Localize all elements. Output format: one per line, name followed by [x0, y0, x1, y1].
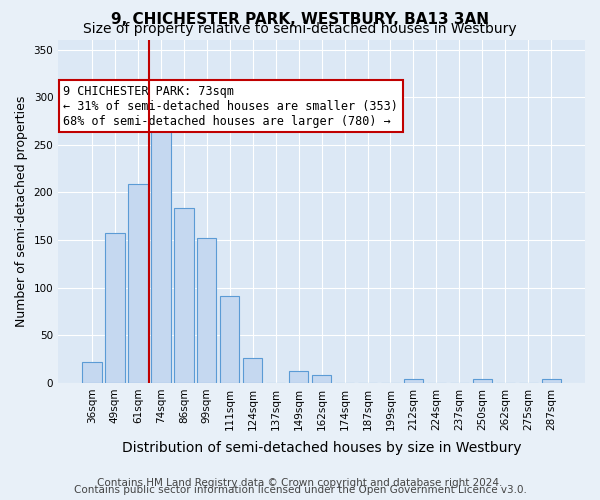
X-axis label: Distribution of semi-detached houses by size in Westbury: Distribution of semi-detached houses by … [122, 441, 521, 455]
Text: Size of property relative to semi-detached houses in Westbury: Size of property relative to semi-detach… [83, 22, 517, 36]
Y-axis label: Number of semi-detached properties: Number of semi-detached properties [15, 96, 28, 327]
Bar [243, 358, 262, 383]
Bar [289, 372, 308, 383]
Bar [82, 362, 101, 383]
Bar [151, 108, 170, 383]
Bar [312, 376, 331, 383]
Text: Contains HM Land Registry data © Crown copyright and database right 2024.: Contains HM Land Registry data © Crown c… [97, 478, 503, 488]
Bar [473, 379, 492, 383]
Text: 9 CHICHESTER PARK: 73sqm
← 31% of semi-detached houses are smaller (353)
68% of : 9 CHICHESTER PARK: 73sqm ← 31% of semi-d… [64, 84, 398, 128]
Bar [174, 208, 194, 383]
Bar [197, 238, 217, 383]
Text: Contains public sector information licensed under the Open Government Licence v3: Contains public sector information licen… [74, 485, 526, 495]
Bar [542, 379, 561, 383]
Bar [128, 184, 148, 383]
Bar [105, 234, 125, 383]
Text: 9, CHICHESTER PARK, WESTBURY, BA13 3AN: 9, CHICHESTER PARK, WESTBURY, BA13 3AN [111, 12, 489, 28]
Bar [220, 296, 239, 383]
Bar [404, 379, 423, 383]
